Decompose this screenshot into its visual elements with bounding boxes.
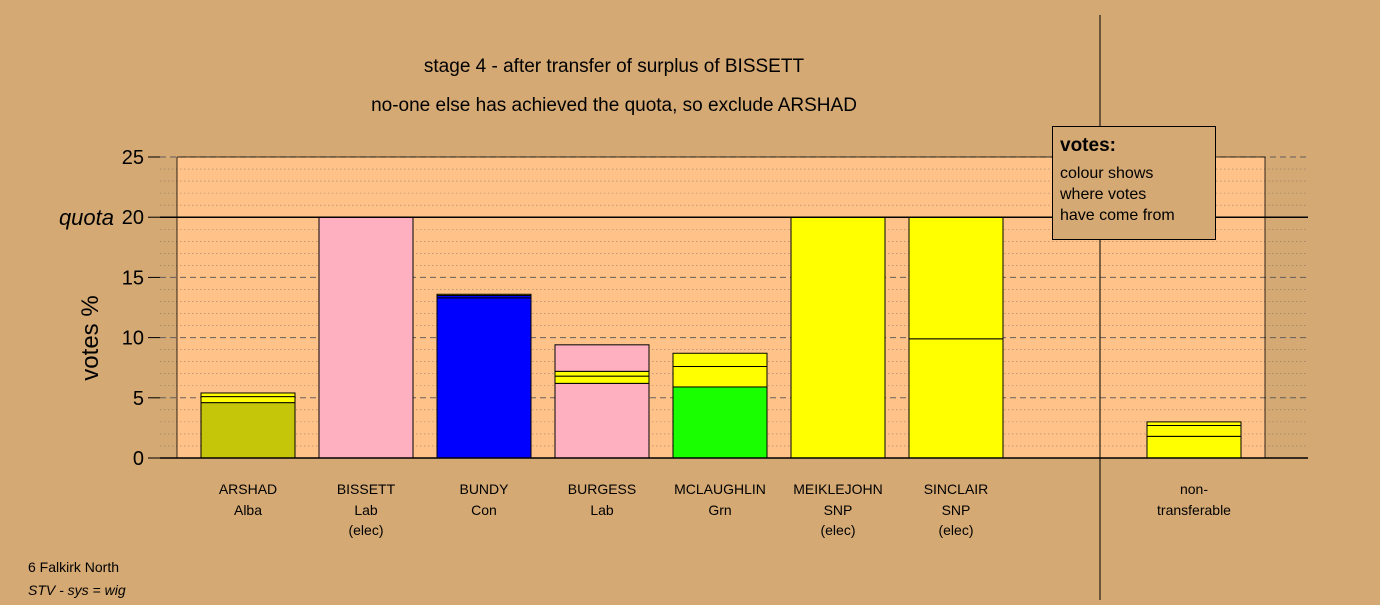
candidate-party-label: Lab (590, 502, 614, 518)
quota-label: quota (59, 205, 114, 230)
bars (200, 216, 1242, 459)
candidate-name-label: BUNDY (459, 481, 509, 497)
y-axis: 0 5 10 15 20 25 (122, 147, 160, 470)
candidate-name-label: BURGESS (568, 481, 636, 497)
candidate-name-label: BISSETT (337, 481, 396, 497)
bar-burgess-segment (554, 382, 650, 459)
candidate-party-label: Grn (708, 502, 731, 518)
candidate-status-label: (elec) (820, 522, 855, 538)
x-labels: ARSHAD Alba BISSETT Lab (elec) BUNDY Con BURGES… (219, 481, 1231, 538)
candidate-party-label: Con (471, 502, 497, 518)
chart-title: stage 4 - after transfer of surplus of B… (424, 56, 805, 77)
bar-nontransferable-segment (1146, 435, 1242, 459)
bar-burgess-segment (554, 370, 650, 377)
y-tick-label: 10 (122, 328, 144, 350)
nontransferable-label: non- (1180, 481, 1208, 497)
y-tick-label: 5 (133, 388, 144, 410)
legend-title: votes: (1060, 135, 1116, 156)
bar-nontransferable-segment (1146, 421, 1242, 426)
y-tick-label: 20 (122, 207, 144, 229)
bar-bundy-segment (436, 293, 532, 296)
bar-arshad-segment (200, 392, 296, 398)
bar-mclaughlin-segment (672, 365, 768, 388)
bar-arshad-segment (200, 396, 296, 404)
candidate-party-label: SNP (942, 502, 971, 518)
bar-bundy-segment (436, 297, 532, 459)
candidate-status-label: (elec) (348, 522, 383, 538)
bar-mclaughlin-segment (672, 352, 768, 367)
candidate-party-label: Lab (354, 502, 378, 518)
candidate-name-label: ARSHAD (219, 481, 277, 497)
legend-box: votes: colour shows where votes have com… (1052, 126, 1216, 240)
candidate-party-label: SNP (824, 502, 853, 518)
bar-sinclair-segment (908, 216, 1004, 340)
y-axis-label: votes % (77, 295, 104, 380)
bar-nontransferable-segment (1146, 424, 1242, 437)
bar-bissett-segment (318, 216, 414, 459)
y-tick-label: 25 (122, 147, 144, 169)
legend-line: colour shows (1060, 165, 1154, 182)
candidate-name-label: SINCLAIR (924, 481, 989, 497)
y-tick-label: 0 (133, 448, 144, 470)
candidate-name-label: MCLAUGHLIN (674, 481, 766, 497)
bar-burgess-segment (554, 344, 650, 372)
bar-arshad-segment (200, 402, 296, 459)
footer-constituency: 6 Falkirk North (28, 559, 120, 575)
nontransferable-label: transferable (1157, 502, 1231, 518)
chart-subtitle: no-one else has achieved the quota, so e… (371, 95, 857, 116)
legend-line: have come from (1060, 207, 1175, 224)
bar-mclaughlin-segment (672, 386, 768, 459)
candidate-party-label: Alba (234, 502, 262, 518)
y-tick-label: 15 (122, 267, 144, 289)
bar-burgess-segment (554, 375, 650, 384)
bar-meiklejohn-segment (790, 216, 886, 459)
legend-line: where votes (1060, 186, 1147, 203)
footer-system: STV - sys = wig (28, 582, 126, 598)
candidate-name-label: MEIKLEJOHN (793, 481, 882, 497)
bar-sinclair-segment (908, 338, 1004, 459)
candidate-status-label: (elec) (938, 522, 973, 538)
